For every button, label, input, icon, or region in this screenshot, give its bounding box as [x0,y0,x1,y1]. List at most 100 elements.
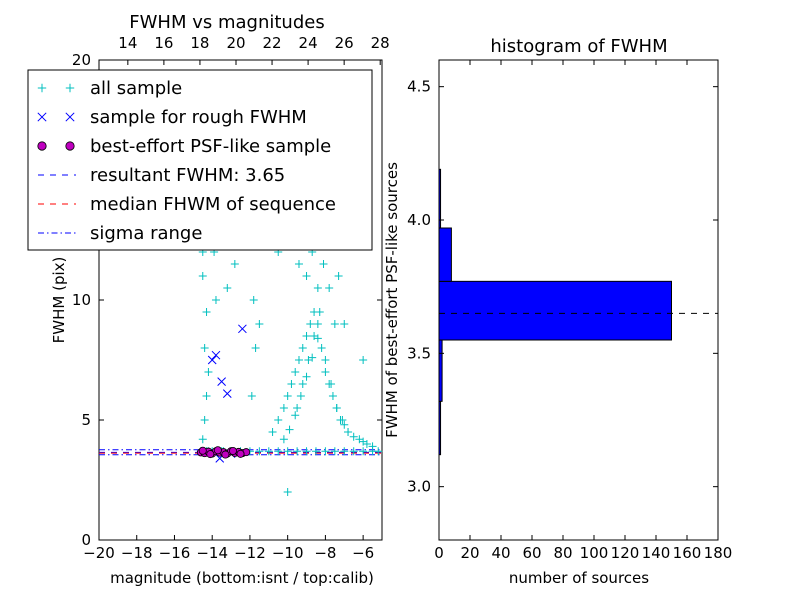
data-point [283,447,292,456]
data-point [340,320,349,328]
x-tick-label: −6 [352,544,374,562]
data-point [359,356,368,364]
data-point [321,368,330,376]
scatter-y-axis-label: FWHM (pix) [50,257,68,344]
data-point [368,442,377,451]
data-point [202,308,211,316]
data-point [200,344,209,352]
data-point [211,296,220,304]
legend-entry: sample for rough FWHM [37,107,307,128]
x-tick-label: 100 [580,544,609,562]
data-point [213,446,222,455]
data-point [359,447,368,456]
data-point [298,344,307,352]
data-point [198,435,207,444]
x-tick-label: 40 [491,544,510,562]
legend-entry: sigma range [38,223,202,244]
data-point [221,450,230,459]
data-point [317,344,326,352]
x-tick-label: −20 [83,544,115,562]
data-point [319,260,328,268]
data-point [211,350,221,360]
data-point [274,416,283,424]
data-point [268,428,277,436]
data-point [374,447,383,456]
data-point [338,416,347,424]
y-tick-label: 4.0 [407,211,431,229]
y-tick-label: 3.5 [407,344,431,362]
data-point [283,392,292,400]
data-point [294,356,303,364]
y-tick-label: 3.0 [407,478,431,496]
x-tick-label: 80 [553,544,572,562]
top-x-tick-label: 16 [154,34,173,52]
data-point [279,435,288,444]
data-point [302,372,311,381]
histogram-bars [438,168,718,456]
data-point [327,380,336,388]
x-tick-label: 0 [434,544,444,562]
legend-entry: all sample [37,78,182,99]
data-point [313,334,322,343]
legend-entry: resultant FWHM: 3.65 [38,165,285,186]
data-point [230,260,239,268]
data-point [340,447,349,456]
data-point [222,389,232,398]
data-point [325,284,334,292]
data-point [223,284,232,292]
legend-marker [37,83,47,93]
data-point [198,446,207,455]
y-tick-label: 4.5 [407,78,431,96]
data-point [293,404,302,412]
y-tick-label: 20 [72,51,91,69]
legend-label: best-effort PSF-like sample [90,136,331,157]
legend-marker [65,112,75,122]
data-point [274,447,283,456]
histogram-ticks: 0 20 40 60 80 100 120 140 160 180 3.0 3.5 4.0 4.5 [407,60,732,562]
histogram-plot: 0 20 40 60 80 100 120 140 160 180 3.0 3.5 4.0 4.5 his… [383,36,732,587]
data-point [344,428,353,436]
data-point [315,308,324,316]
x-tick-label: −16 [159,544,191,562]
data-point [207,355,217,365]
legend-label: sigma range [90,223,202,244]
data-point [247,392,256,400]
legend-frame [27,69,373,251]
x-tick-label: −18 [121,544,153,562]
scatter-x-axis-label: magnitude (bottom:isnt / top:calib) [110,569,374,587]
data-point [302,272,311,280]
x-tick-label: 120 [611,544,640,562]
x-tick-label: 60 [522,544,541,562]
x-tick-label: −14 [196,544,228,562]
legend-marker [37,141,47,151]
top-x-tick-label: 22 [262,34,281,52]
data-point [255,447,264,456]
data-point [349,447,358,456]
data-point [200,416,209,424]
histogram-bar [438,168,442,229]
legend-marker [37,112,47,122]
data-point [294,260,303,268]
top-x-tick-label: 26 [335,34,354,52]
data-point [249,296,258,304]
x-tick-label: −12 [234,544,266,562]
data-point [217,377,226,386]
legend-entry: best-effort PSF-like sample [37,136,331,157]
data-point [349,432,358,441]
legend-label: resultant FWHM: 3.65 [90,165,285,186]
legend-marker [65,141,75,151]
data-point [328,392,337,400]
data-point [362,440,371,448]
top-x-tick-label: 14 [118,34,137,52]
data-point [255,320,264,328]
data-point [287,380,296,388]
data-point [313,284,322,292]
data-point [198,272,207,280]
histogram-y-axis-label: FWHM of best-effort PSF-like sources [383,162,401,438]
top-x-tick-label: 18 [190,34,209,52]
legend-label: sample for rough FWHM [90,107,307,128]
data-point [332,404,341,412]
top-x-tick-label: 20 [226,34,245,52]
y-tick-label: 10 [72,291,91,309]
data-point [308,353,317,362]
